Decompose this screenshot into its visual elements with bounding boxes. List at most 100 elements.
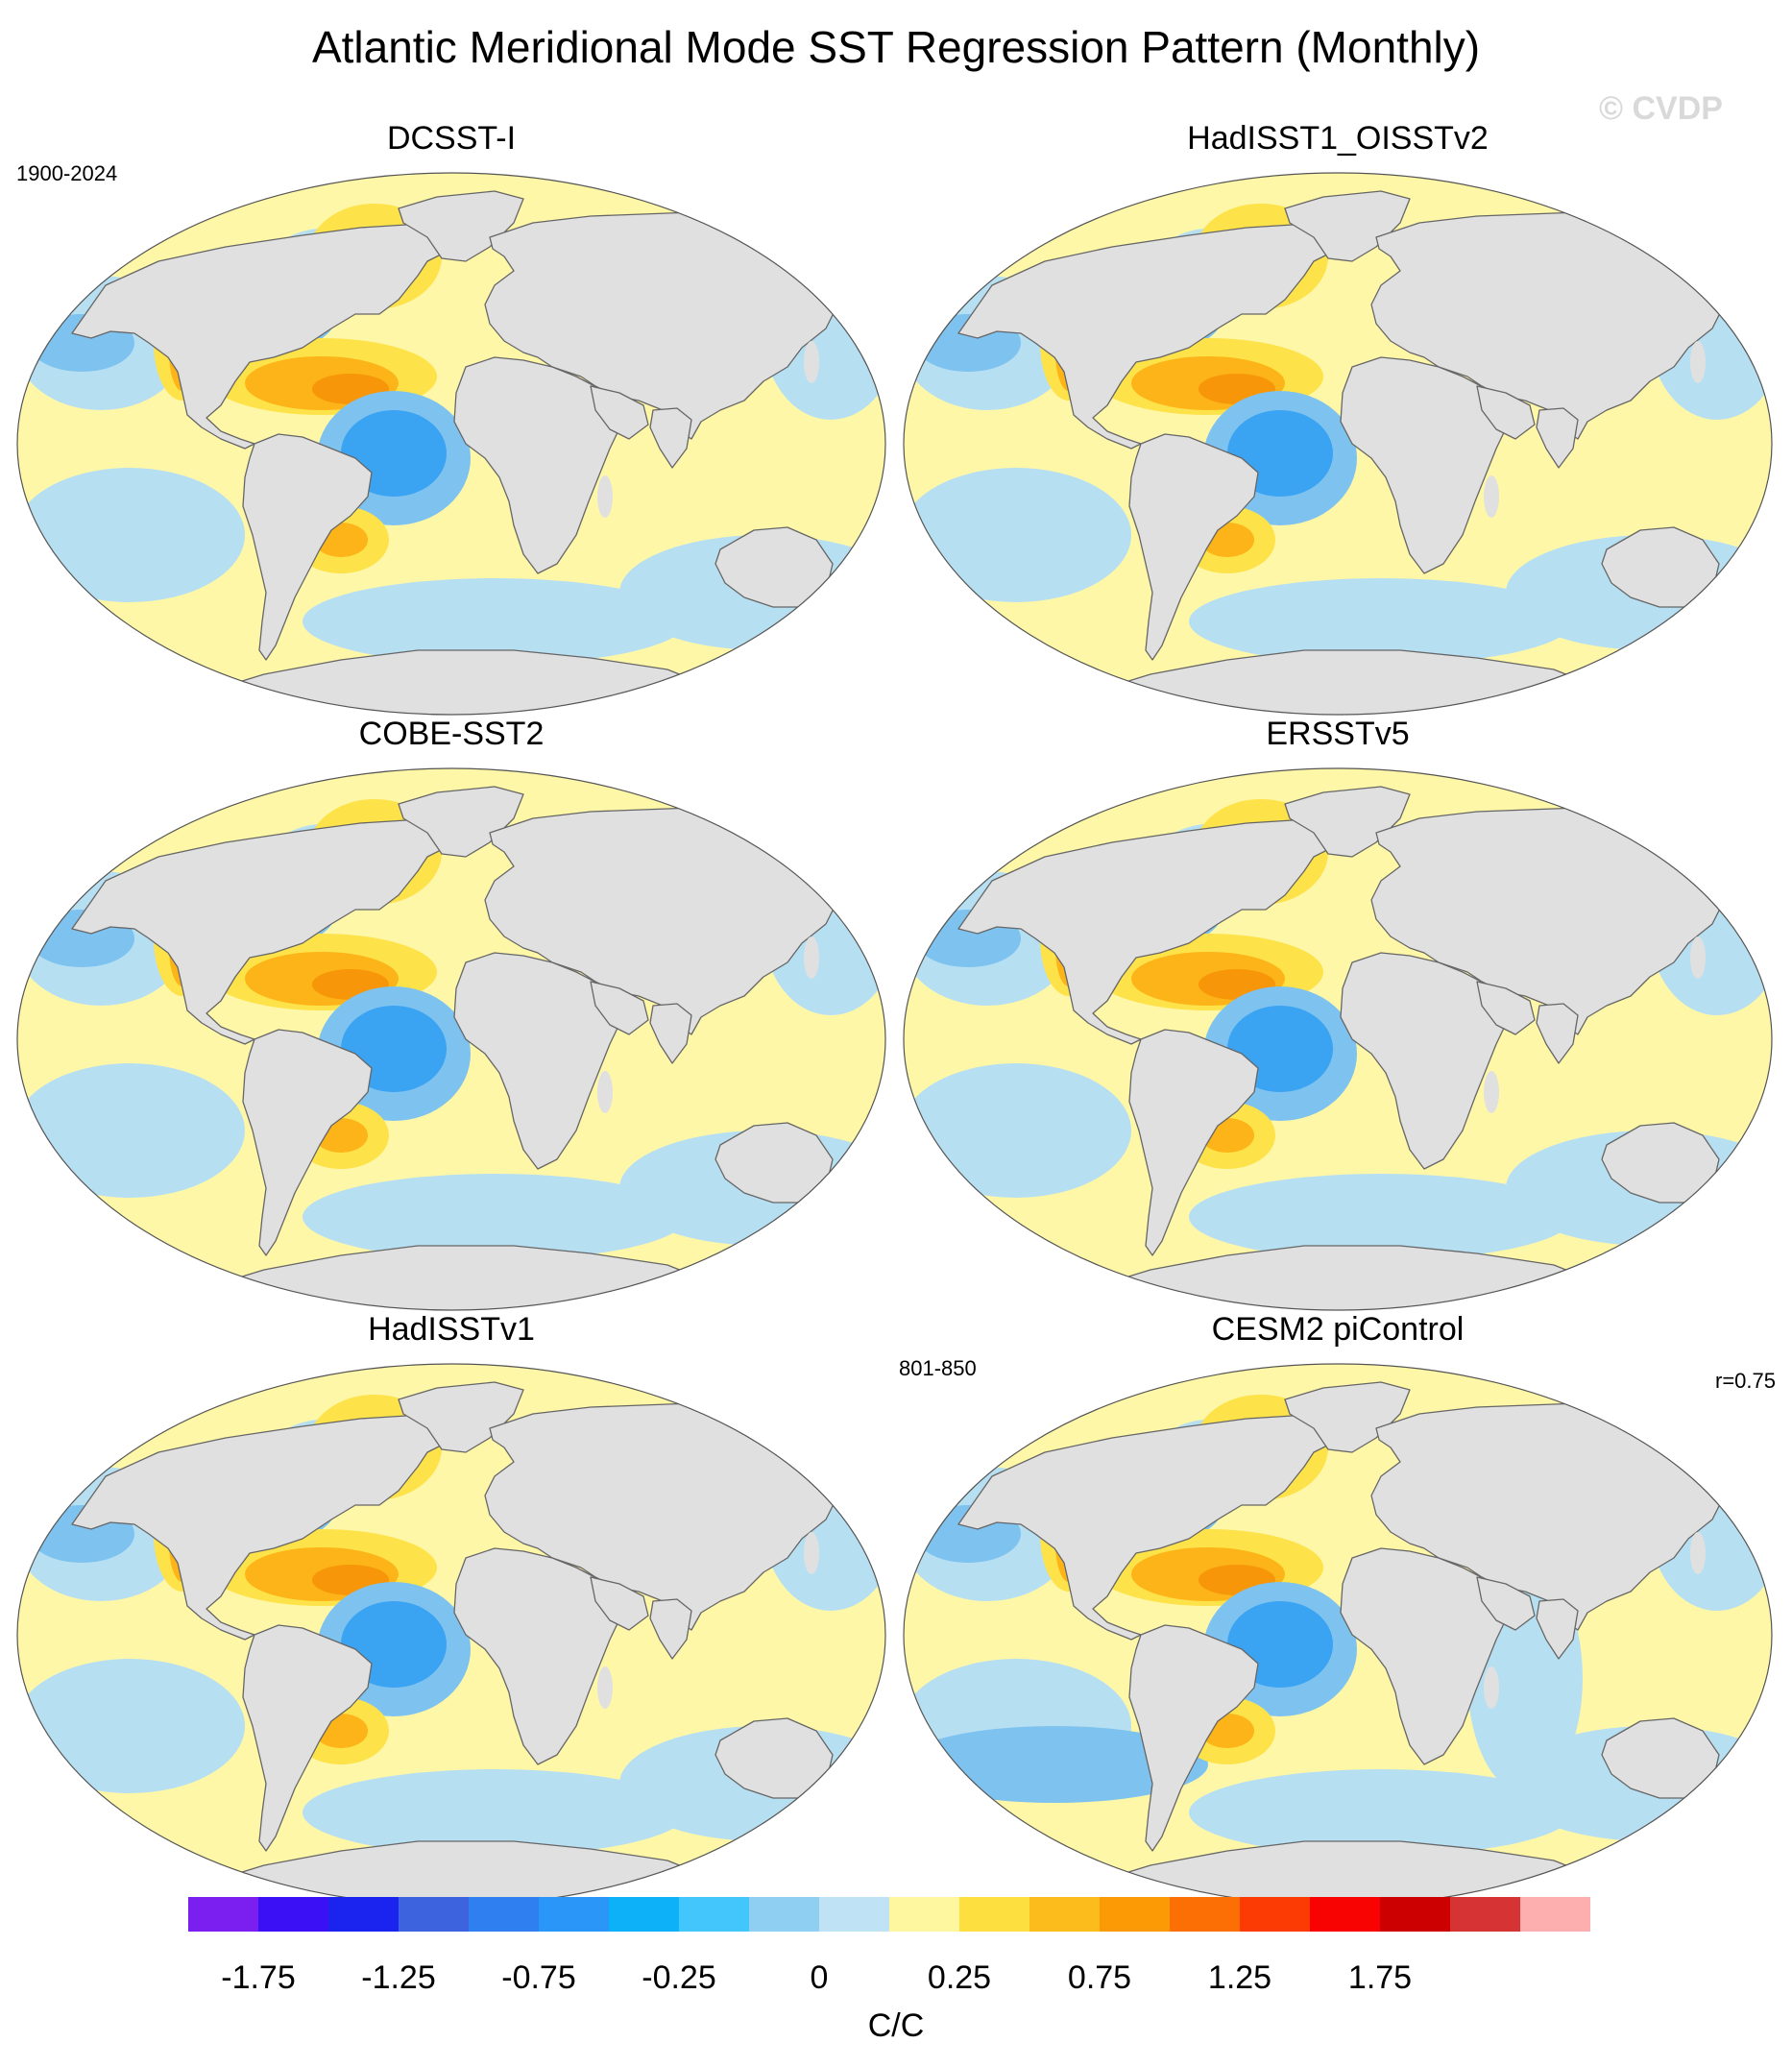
africa <box>453 1547 622 1765</box>
panel-cesm2-picontrol: CESM2 piControl <box>901 1311 1775 1907</box>
africa <box>453 356 622 574</box>
panel-cobe-sst2: COBE-SST2 <box>14 716 888 1311</box>
colorbar-swatch <box>469 1897 539 1932</box>
india <box>649 1598 692 1660</box>
map-border <box>16 767 886 1311</box>
south-america <box>242 1624 373 1852</box>
colorbar-swatch <box>399 1897 469 1932</box>
colorbar-swatch <box>679 1897 749 1932</box>
colorbar-swatch <box>749 1897 819 1932</box>
period-label: 801-850 <box>899 1356 977 1380</box>
colorbar <box>188 1897 1590 1932</box>
africa <box>1340 356 1509 574</box>
japan <box>804 936 819 979</box>
world-map <box>16 767 886 1311</box>
south-pacific-cool <box>17 468 245 602</box>
panel-title: COBE-SST2 <box>358 716 545 752</box>
map-border <box>903 767 1773 1311</box>
colorbar-tick-label: -1.25 <box>361 1959 436 1996</box>
southern-ocean-cool <box>303 578 687 665</box>
colorbar-swatch <box>1310 1897 1380 1932</box>
south-pacific-cool <box>17 1063 245 1198</box>
correlation-label: r=0.75 <box>1715 1369 1776 1393</box>
colorbar-swatch <box>1029 1897 1100 1932</box>
land <box>957 190 1747 715</box>
world-map <box>16 172 886 716</box>
japan <box>804 1532 819 1574</box>
map-border <box>16 172 886 716</box>
south-pacific-cool <box>17 1659 245 1793</box>
colorbar-swatch <box>959 1897 1029 1932</box>
colorbar-swatch <box>1170 1897 1240 1932</box>
southern-ocean-cool <box>303 1769 687 1856</box>
colorbar-tick-label: -1.75 <box>221 1959 296 1996</box>
colorbar-swatch <box>819 1897 889 1932</box>
colorbar-tick-label: -0.25 <box>642 1959 716 1996</box>
land <box>957 1381 1747 1906</box>
south-pacific-cool <box>904 1063 1131 1198</box>
southern-ocean-cool <box>1189 578 1573 665</box>
japan <box>1690 341 1706 383</box>
ocean-field <box>904 768 1772 1310</box>
land <box>71 190 860 715</box>
colorbar-swatch <box>258 1897 328 1932</box>
india <box>1536 1003 1579 1064</box>
colorbar-swatch <box>1450 1897 1520 1932</box>
land <box>71 786 860 1310</box>
colorbar-tick-label: 0.25 <box>927 1959 992 1996</box>
panel-hadisstv1: HadISSTv1 <box>14 1311 888 1907</box>
india <box>1536 1598 1579 1660</box>
arabian-peninsula <box>1476 981 1536 1035</box>
madagascar <box>1484 1071 1499 1113</box>
colorbar-swatch <box>328 1897 399 1932</box>
period-label: 1900-2024 <box>16 161 118 185</box>
land <box>71 1381 860 1906</box>
south-america <box>242 433 373 661</box>
panel-title: HadISST1_OISSTv2 <box>1187 120 1489 157</box>
colorbar-swatch <box>609 1897 679 1932</box>
south-america <box>242 1029 373 1256</box>
panel-title: DCSST-I <box>386 120 517 157</box>
panel-title: ERSSTv5 <box>1266 716 1410 752</box>
world-map <box>16 1363 886 1907</box>
japan <box>1690 1532 1706 1574</box>
panel-dcsst-i: DCSST-I <box>14 120 888 716</box>
arabian-peninsula <box>1476 1576 1536 1631</box>
colorbar-tick-label: 1.75 <box>1347 1959 1413 1996</box>
madagascar <box>1484 475 1499 518</box>
japan <box>1690 936 1706 979</box>
india <box>649 407 692 469</box>
africa <box>453 952 622 1170</box>
colorbar-tick-label: 0.75 <box>1067 1959 1132 1996</box>
madagascar <box>1484 1666 1499 1709</box>
south-america <box>1128 1029 1259 1256</box>
south-america <box>1128 1624 1259 1852</box>
madagascar <box>597 1666 613 1709</box>
madagascar <box>597 1071 613 1113</box>
southern-ocean-cool <box>1189 1174 1573 1260</box>
colorbar-tick-label: 1.25 <box>1207 1959 1272 1996</box>
southern-ocean-cool <box>1189 1769 1573 1856</box>
panel-ersstv5: ERSSTv5 <box>901 716 1775 1311</box>
arabian-peninsula <box>590 1576 649 1631</box>
india <box>1536 407 1579 469</box>
ocean-field <box>17 768 885 1310</box>
colorbar-swatch <box>1240 1897 1310 1932</box>
colorbar-tick-label: -0.75 <box>501 1959 576 1996</box>
colorbar-units: C/C <box>867 2007 925 2044</box>
panel-hadisst1-oisstv2: HadISST1_OISSTv2 <box>901 120 1775 716</box>
arabian-peninsula <box>590 385 649 440</box>
map-border <box>903 172 1773 716</box>
africa <box>1340 952 1509 1170</box>
colorbar-swatch <box>539 1897 609 1932</box>
figure-title: Atlantic Meridional Mode SST Regression … <box>311 22 1481 72</box>
colorbar-swatch <box>1520 1897 1590 1932</box>
colorbar-swatch <box>188 1897 258 1932</box>
panel-title: CESM2 piControl <box>1211 1311 1465 1348</box>
colorbar-swatch <box>1100 1897 1170 1932</box>
southern-ocean-cool <box>303 1174 687 1260</box>
world-map <box>903 1363 1773 1907</box>
japan <box>804 341 819 383</box>
africa <box>1340 1547 1509 1765</box>
colorbar-tick-label: 0 <box>810 1959 829 1996</box>
